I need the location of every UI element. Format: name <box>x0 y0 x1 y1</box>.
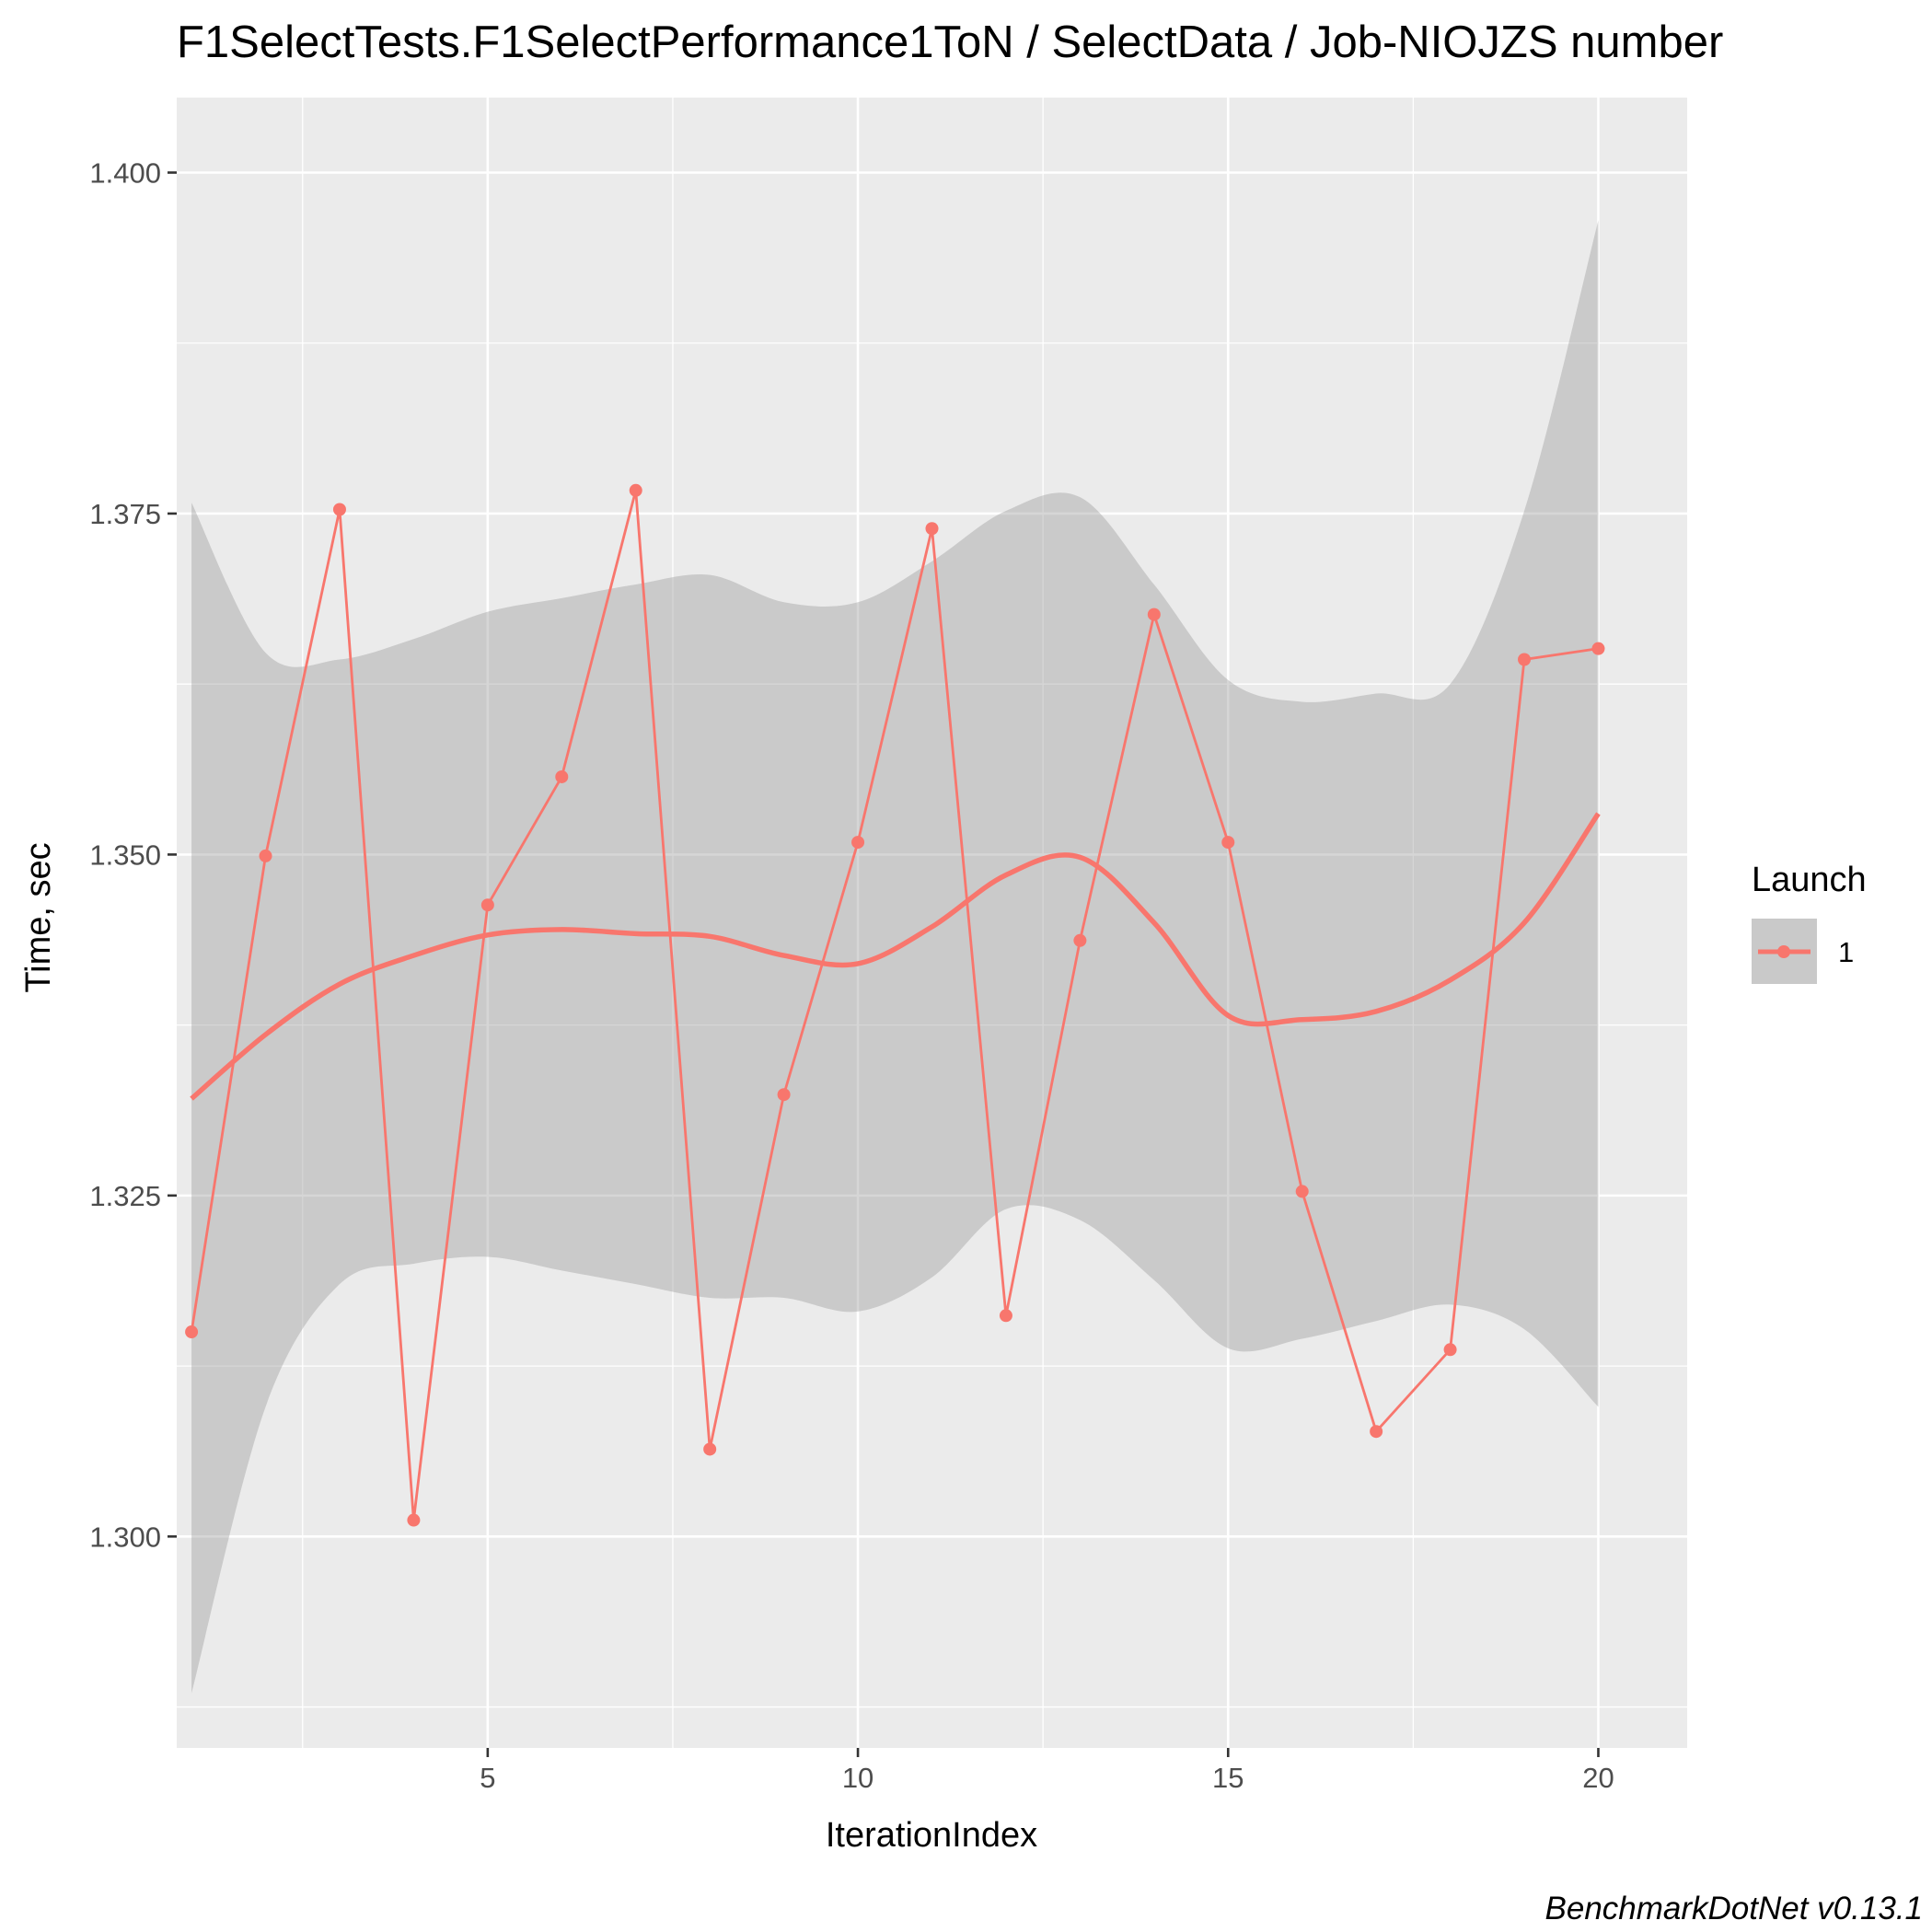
data-point <box>555 769 569 783</box>
chart-title: F1SelectTests.F1SelectPerformance1ToN / … <box>177 17 1723 67</box>
y-tick-label: 1.375 <box>89 498 161 530</box>
smooth-layer <box>190 812 1601 1101</box>
data-point <box>777 1088 791 1102</box>
x-tick-label: 20 <box>1582 1762 1614 1794</box>
x-axis-title: IterationIndex <box>826 1816 1037 1855</box>
x-tick-label: 5 <box>480 1762 495 1794</box>
data-point <box>925 522 939 536</box>
x-tick-label: 10 <box>842 1762 873 1794</box>
confidence-ribbon-layer <box>191 220 1599 1694</box>
grid-lines <box>177 98 1687 1748</box>
data-point <box>332 503 346 516</box>
series-layer <box>185 483 1605 1527</box>
caption: BenchmarkDotNet v0.13.1 <box>1545 1891 1923 1926</box>
x-tick-label: 15 <box>1212 1762 1244 1794</box>
data-point <box>1295 1185 1309 1198</box>
y-axis-title: Time, sec <box>19 842 58 992</box>
smooth-fit-line <box>190 812 1601 1101</box>
plot-panel <box>177 98 1687 1748</box>
legend-title: Launch <box>1752 861 1867 899</box>
data-point <box>851 836 865 850</box>
data-point <box>999 1309 1012 1323</box>
data-point <box>1591 642 1605 655</box>
axes: 1.300 1.325 1.350 1.375 1.400 5 10 15 20 <box>89 157 1614 1795</box>
data-point <box>1147 607 1161 621</box>
data-point <box>1443 1343 1457 1357</box>
data-point <box>1221 836 1235 850</box>
data-point <box>1370 1425 1383 1439</box>
data-point <box>480 898 494 912</box>
confidence-ribbon <box>191 220 1599 1694</box>
data-point <box>703 1442 717 1456</box>
series-line <box>190 490 1599 1521</box>
data-point <box>185 1325 199 1339</box>
data-point <box>1518 653 1532 666</box>
data-point <box>407 1513 421 1527</box>
y-tick-label: 1.325 <box>89 1180 161 1212</box>
y-tick-label: 1.350 <box>89 839 161 871</box>
data-point <box>259 849 272 862</box>
data-point <box>1073 933 1087 947</box>
y-tick-label: 1.300 <box>89 1521 161 1553</box>
legend: Launch 1 <box>1752 861 1867 984</box>
data-point <box>629 483 642 497</box>
legend-label: 1 <box>1838 936 1854 968</box>
y-tick-label: 1.400 <box>89 157 161 190</box>
legend-key-marker <box>1777 945 1790 958</box>
